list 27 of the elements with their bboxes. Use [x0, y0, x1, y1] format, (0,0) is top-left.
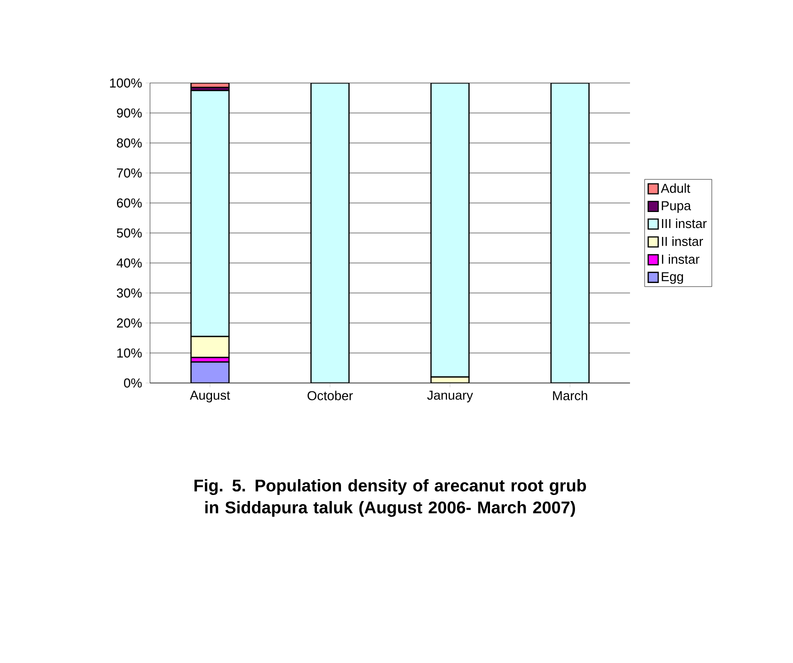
y-tick-label: 100%: [110, 78, 142, 88]
y-tick-label: 40%: [116, 258, 142, 268]
y-tick-label: 0%: [124, 378, 142, 388]
legend-label: I instar: [662, 254, 700, 264]
y-tick-label: 20%: [116, 318, 142, 328]
y-tick-label: 50%: [116, 228, 142, 238]
x-tick-label: August: [190, 390, 230, 402]
y-tick-label: 80%: [116, 138, 142, 148]
legend-label: Egg: [662, 272, 684, 284]
bar: [190, 90, 230, 338]
y-tick-label: 60%: [116, 198, 142, 208]
bar: [190, 336, 230, 358]
y-tick-label: 90%: [116, 108, 142, 118]
bar: [550, 82, 590, 383]
text: Fig. 5. Population density of arecanut root grub in Siddapura taluk (August 2006- March 2007): [194, 479, 586, 517]
legend-label: III instar: [662, 218, 707, 228]
legend-label: Pupa: [662, 201, 692, 213]
bar: [430, 82, 470, 378]
y-tick-label: 70%: [116, 168, 142, 178]
bar: [310, 82, 350, 383]
y-tick-label: 30%: [116, 288, 142, 298]
x-tick-label: March: [553, 390, 588, 400]
x-tick-label: October: [308, 390, 353, 400]
legend-label: Adult: [660, 183, 690, 193]
legend-label: II instar: [662, 236, 704, 246]
x-tick-label: January: [427, 390, 474, 402]
y-tick-label: 10%: [117, 348, 142, 358]
